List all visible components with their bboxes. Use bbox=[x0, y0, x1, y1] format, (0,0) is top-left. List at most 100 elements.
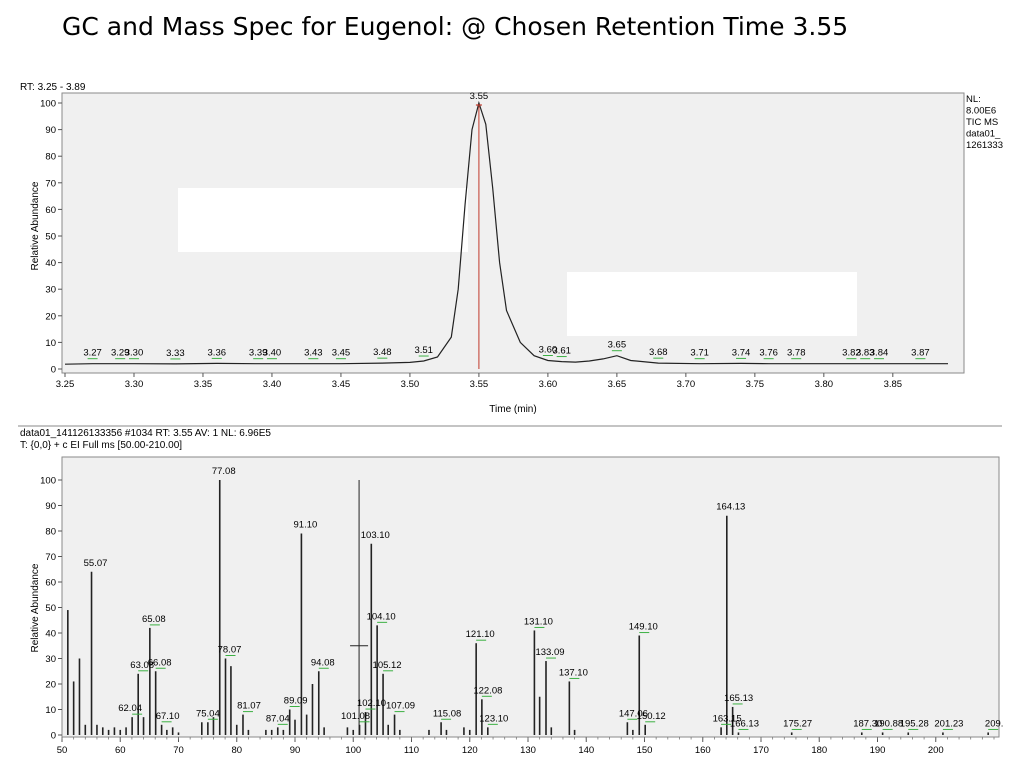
ms-peak-label: 122.08 bbox=[473, 685, 502, 696]
slide-title: GC and Mass Spec for Eugenol: @ Chosen R… bbox=[62, 12, 849, 41]
ms-peak-label: 133.09 bbox=[535, 647, 564, 658]
gc-peak-label: 3.68 bbox=[649, 347, 668, 358]
gc-peak-label: 3.27 bbox=[83, 348, 102, 359]
gc-side-info-line: data01_ bbox=[966, 129, 1001, 140]
gc-chromatogram: RT: 3.25 - 3.89 0 10 20 30 40 50 60 70 80 90 100 3.… bbox=[20, 82, 1003, 415]
ms-x-tick-label: 190 bbox=[870, 745, 886, 756]
gc-y-tick-label: 20 bbox=[45, 311, 56, 322]
gc-peak-label: 3.43 bbox=[304, 348, 323, 359]
ms-peak-label: 166.13 bbox=[730, 718, 759, 729]
gc-x-tick-label: 3.60 bbox=[539, 379, 558, 390]
ms-peak-label: 131.10 bbox=[524, 616, 553, 627]
gc-peak-label: 3.40 bbox=[263, 348, 282, 359]
gc-peak-label: 3.76 bbox=[759, 348, 778, 359]
ms-y-tick-label: 60 bbox=[45, 578, 56, 589]
gc-trace-line bbox=[64, 100, 948, 365]
ms-peak-label: 209. bbox=[985, 718, 1004, 729]
ms-peak-label: 201.23 bbox=[934, 718, 963, 729]
ms-y-tick-label: 30 bbox=[45, 654, 56, 665]
ms-peak-label: 150.12 bbox=[637, 711, 666, 722]
ms-peak-label: 66.08 bbox=[148, 657, 172, 668]
ms-peak-label: 75.04 bbox=[196, 708, 220, 719]
ms-y-tick-label: 80 bbox=[45, 527, 56, 538]
gc-side-info-line: TIC MS bbox=[966, 117, 998, 128]
ms-peak-label: 175.27 bbox=[783, 718, 812, 729]
ms-peak-label: 63.08 bbox=[130, 660, 154, 671]
mass-spectrum: data01_141126133356 #1034 RT: 3.55 AV: 1… bbox=[18, 425, 1004, 756]
gc-peak-label: 3.71 bbox=[690, 348, 709, 359]
gc-peak-label: 3.61 bbox=[552, 346, 571, 357]
ms-peak-label: 195.28 bbox=[900, 718, 929, 729]
ms-x-tick-label: 110 bbox=[404, 745, 419, 756]
ms-peak-label: 164.13 bbox=[716, 502, 745, 513]
gc-x-tick-label: 3.70 bbox=[677, 379, 696, 390]
ms-plot-area bbox=[61, 456, 1000, 738]
ms-x-tick-label: 160 bbox=[695, 745, 711, 756]
gc-y-tick-label: 50 bbox=[45, 232, 56, 243]
ms-y-tick-label: 90 bbox=[45, 501, 56, 512]
gc-peak-label: 3.48 bbox=[373, 347, 392, 358]
gc-x-tick-label: 3.35 bbox=[194, 379, 213, 390]
gc-y-tick-label: 40 bbox=[45, 258, 56, 269]
gc-y-tick-label: 30 bbox=[45, 285, 56, 296]
gc-x-tick-label: 3.85 bbox=[884, 379, 903, 390]
ms-peak-label: 190.88 bbox=[874, 718, 903, 729]
ms-peak-label: 89.09 bbox=[284, 696, 308, 707]
gc-peak-label: 3.84 bbox=[870, 348, 889, 359]
gc-y-tick-label: 90 bbox=[45, 125, 56, 136]
gc-y-tick-label: 10 bbox=[45, 338, 56, 349]
gc-header: RT: 3.25 - 3.89 bbox=[20, 82, 86, 93]
gc-peak-label: 3.83 bbox=[856, 348, 875, 359]
ms-x-tick-label: 120 bbox=[462, 745, 478, 756]
gc-y-tick-label: 80 bbox=[45, 152, 56, 163]
gc-x-tick-label: 3.65 bbox=[608, 379, 627, 390]
ms-x-tick-label: 60 bbox=[115, 745, 126, 756]
gc-side-info-line: 8.00E6 bbox=[966, 106, 996, 117]
ms-peak-label: 121.10 bbox=[466, 629, 495, 640]
gc-y-tick-label: 70 bbox=[45, 178, 56, 189]
gc-x-tick-label: 3.75 bbox=[746, 379, 765, 390]
ms-x-tick-label: 130 bbox=[520, 745, 536, 756]
gc-x-tick-label: 3.50 bbox=[401, 379, 420, 390]
ms-y-tick-label: 40 bbox=[45, 629, 56, 640]
gc-x-tick-label: 3.80 bbox=[815, 379, 834, 390]
ms-y-tick-label: 10 bbox=[45, 705, 56, 716]
ms-y-tick-label: 0 bbox=[51, 731, 56, 742]
gc-peak-label: 3.33 bbox=[166, 348, 185, 359]
ms-x-tick-label: 70 bbox=[173, 745, 184, 756]
ms-peak-label: 165.13 bbox=[724, 693, 753, 704]
ms-peak-label: 103.10 bbox=[361, 530, 390, 541]
ms-x-tick-label: 200 bbox=[928, 745, 944, 756]
ms-peak-label: 104.10 bbox=[367, 611, 396, 622]
gc-peak-label: 3.87 bbox=[911, 348, 930, 359]
ms-peaks-layer bbox=[67, 480, 989, 735]
ms-peak-labels: 55.07 62.04 63.08 65.08 66.08 67.10 75.04 77.08… bbox=[84, 466, 1004, 730]
gc-y-axis-label: Relative Abundance bbox=[30, 181, 41, 270]
ms-peak-label: 187.30 bbox=[853, 718, 882, 729]
gc-y-tick-label: 60 bbox=[45, 205, 56, 216]
gc-peak-label: 3.55 bbox=[470, 91, 489, 102]
ms-y-tick-label: 20 bbox=[45, 680, 56, 691]
gc-peak-label: 3.45 bbox=[332, 348, 351, 359]
gc-peak-label: 3.74 bbox=[732, 347, 751, 358]
ms-x-tick-label: 80 bbox=[231, 745, 242, 756]
ms-peak-label: 102.10 bbox=[357, 698, 386, 709]
gc-peak-label: 3.39 bbox=[249, 348, 268, 359]
ms-peak-label: 115.08 bbox=[433, 708, 461, 719]
ms-x-tick-label: 150 bbox=[637, 745, 653, 756]
gc-x-tick-label: 3.30 bbox=[125, 379, 144, 390]
ms-peak-label: 78.07 bbox=[218, 645, 242, 656]
gc-peak-label: 3.30 bbox=[125, 348, 144, 359]
ms-peak-label: 91.10 bbox=[294, 520, 318, 531]
ms-x-tick-label: 50 bbox=[57, 745, 68, 756]
ms-peak-label: 101.08 bbox=[341, 711, 370, 722]
ms-peak-label: 65.08 bbox=[142, 614, 166, 625]
gc-peak-label: 3.65 bbox=[608, 340, 627, 351]
gc-peak-label: 3.82 bbox=[842, 348, 861, 359]
ms-peak-label: 81.07 bbox=[237, 701, 261, 712]
gc-y-tick-label: 100 bbox=[40, 99, 56, 110]
ms-header-line-2: T: {0,0} + c EI Full ms [50.00-210.00] bbox=[20, 440, 182, 451]
ms-y-axis-label: Relative Abundance bbox=[30, 563, 41, 652]
ms-x-tick-label: 180 bbox=[811, 745, 827, 756]
